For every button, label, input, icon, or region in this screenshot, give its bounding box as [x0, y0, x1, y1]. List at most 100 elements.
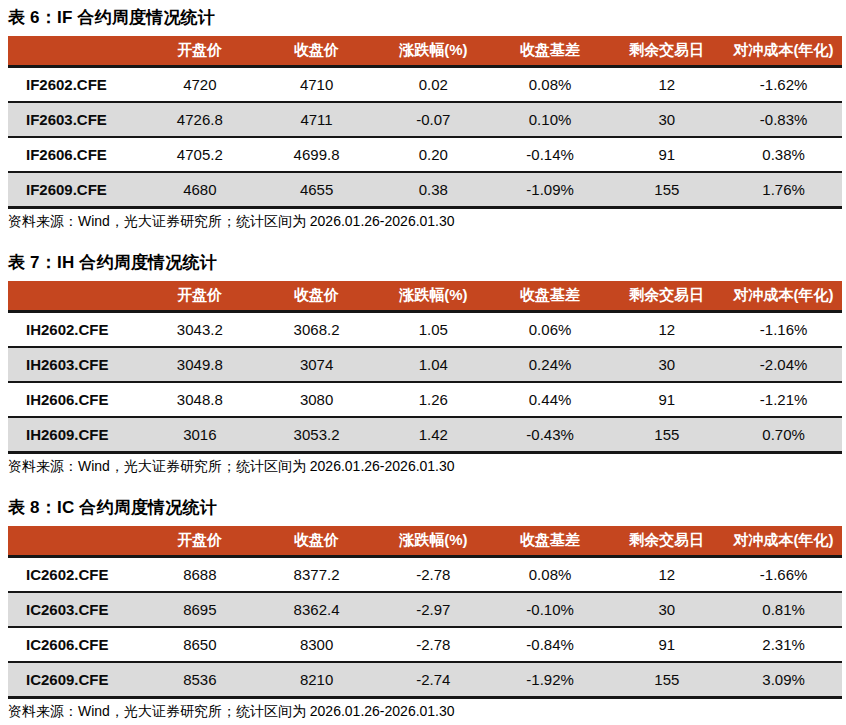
- header-cell-empty: [8, 281, 141, 312]
- value-cell: -1.62%: [725, 67, 842, 103]
- value-cell: 155: [608, 662, 725, 698]
- value-cell: 3049.8: [141, 347, 258, 382]
- header-cell-days: 剩余交易日: [608, 281, 725, 312]
- value-cell: 30: [608, 592, 725, 627]
- value-cell: 4680: [141, 172, 258, 208]
- header-row: 开盘价 收盘价 涨跌幅(%) 收盘基差 剩余交易日 对冲成本(年化): [8, 281, 842, 312]
- table-row: IC2602.CFE86888377.2-2.780.08%12-1.66%: [8, 557, 842, 593]
- header-cell-close: 收盘价: [258, 36, 375, 67]
- value-cell: -2.97: [375, 592, 492, 627]
- table-row: IC2606.CFE86508300-2.78-0.84%912.31%: [8, 627, 842, 662]
- value-cell: 0.81%: [725, 592, 842, 627]
- report-page: 表 6：IF 合约周度情况统计 开盘价 收盘价 涨跌幅(%) 收盘基差 剩余交易…: [0, 0, 846, 725]
- source-note: 资料来源：Wind，光大证券研究所；统计区间为 2026.01.26-2026.…: [8, 702, 842, 721]
- source-note: 资料来源：Wind，光大证券研究所；统计区间为 2026.01.26-2026.…: [8, 457, 842, 476]
- ic-futures-table: 开盘价 收盘价 涨跌幅(%) 收盘基差 剩余交易日 对冲成本(年化) IC260…: [8, 526, 842, 699]
- value-cell: 4710: [258, 67, 375, 103]
- value-cell: 0.70%: [725, 417, 842, 453]
- table-body: IH2602.CFE3043.23068.21.050.06%12-1.16%I…: [8, 312, 842, 453]
- source-note: 资料来源：Wind，光大证券研究所；统计区间为 2026.01.26-2026.…: [8, 212, 842, 231]
- table-row: IH2603.CFE3049.830741.040.24%30-2.04%: [8, 347, 842, 382]
- header-cell-hedge-cost: 对冲成本(年化): [725, 526, 842, 557]
- table-title: 表 7：IH 合约周度情况统计: [8, 231, 842, 274]
- table-section-ic: 表 8：IC 合约周度情况统计 开盘价 收盘价 涨跌幅(%) 收盘基差 剩余交易…: [8, 476, 842, 721]
- value-cell: 91: [608, 137, 725, 172]
- table-row: IC2603.CFE86958362.4-2.97-0.10%300.81%: [8, 592, 842, 627]
- header-cell-close: 收盘价: [258, 281, 375, 312]
- header-cell-basis: 收盘基差: [492, 36, 609, 67]
- header-cell-basis: 收盘基差: [492, 281, 609, 312]
- contract-code-cell: IF2602.CFE: [8, 67, 141, 103]
- contract-code-cell: IH2603.CFE: [8, 347, 141, 382]
- header-row: 开盘价 收盘价 涨跌幅(%) 收盘基差 剩余交易日 对冲成本(年化): [8, 526, 842, 557]
- value-cell: -0.14%: [492, 137, 609, 172]
- value-cell: 4720: [141, 67, 258, 103]
- contract-code-cell: IC2602.CFE: [8, 557, 141, 593]
- value-cell: 4726.8: [141, 102, 258, 137]
- table-row: IF2606.CFE4705.24699.80.20-0.14%910.38%: [8, 137, 842, 172]
- value-cell: 8695: [141, 592, 258, 627]
- contract-code-cell: IH2602.CFE: [8, 312, 141, 348]
- value-cell: 0.08%: [492, 67, 609, 103]
- value-cell: -1.21%: [725, 382, 842, 417]
- header-cell-close: 收盘价: [258, 526, 375, 557]
- value-cell: 3016: [141, 417, 258, 453]
- table-row: IF2603.CFE4726.84711-0.070.10%30-0.83%: [8, 102, 842, 137]
- table-row: IF2609.CFE468046550.38-1.09%1551.76%: [8, 172, 842, 208]
- contract-code-cell: IC2606.CFE: [8, 627, 141, 662]
- value-cell: 8362.4: [258, 592, 375, 627]
- contract-code-cell: IF2603.CFE: [8, 102, 141, 137]
- table-title: 表 6：IF 合约周度情况统计: [8, 3, 842, 29]
- value-cell: 0.06%: [492, 312, 609, 348]
- value-cell: -1.92%: [492, 662, 609, 698]
- value-cell: -2.78: [375, 627, 492, 662]
- contract-code-cell: IC2609.CFE: [8, 662, 141, 698]
- if-futures-table: 开盘价 收盘价 涨跌幅(%) 收盘基差 剩余交易日 对冲成本(年化) IF260…: [8, 36, 842, 209]
- header-cell-empty: [8, 526, 141, 557]
- value-cell: 0.38%: [725, 137, 842, 172]
- value-cell: 0.10%: [492, 102, 609, 137]
- value-cell: 3053.2: [258, 417, 375, 453]
- table-body: IC2602.CFE86888377.2-2.780.08%12-1.66%IC…: [8, 557, 842, 698]
- value-cell: 8377.2: [258, 557, 375, 593]
- value-cell: -1.66%: [725, 557, 842, 593]
- value-cell: 8688: [141, 557, 258, 593]
- value-cell: 91: [608, 382, 725, 417]
- value-cell: 30: [608, 102, 725, 137]
- table-row: IF2602.CFE472047100.020.08%12-1.62%: [8, 67, 842, 103]
- value-cell: 0.02: [375, 67, 492, 103]
- table-title: 表 8：IC 合约周度情况统计: [8, 476, 842, 519]
- header-cell-change: 涨跌幅(%): [375, 36, 492, 67]
- value-cell: 4699.8: [258, 137, 375, 172]
- header-cell-open: 开盘价: [141, 281, 258, 312]
- value-cell: -0.07: [375, 102, 492, 137]
- value-cell: 3068.2: [258, 312, 375, 348]
- value-cell: -1.16%: [725, 312, 842, 348]
- value-cell: 0.08%: [492, 557, 609, 593]
- table-section-if: 表 6：IF 合约周度情况统计 开盘价 收盘价 涨跌幅(%) 收盘基差 剩余交易…: [8, 3, 842, 231]
- value-cell: 8300: [258, 627, 375, 662]
- header-cell-hedge-cost: 对冲成本(年化): [725, 281, 842, 312]
- value-cell: 8650: [141, 627, 258, 662]
- value-cell: -2.78: [375, 557, 492, 593]
- value-cell: 8536: [141, 662, 258, 698]
- header-cell-hedge-cost: 对冲成本(年化): [725, 36, 842, 67]
- value-cell: -0.43%: [492, 417, 609, 453]
- value-cell: 4711: [258, 102, 375, 137]
- table-row: IH2606.CFE3048.830801.260.44%91-1.21%: [8, 382, 842, 417]
- table-row: IC2609.CFE85368210-2.74-1.92%1553.09%: [8, 662, 842, 698]
- table-section-ih: 表 7：IH 合约周度情况统计 开盘价 收盘价 涨跌幅(%) 收盘基差 剩余交易…: [8, 231, 842, 476]
- value-cell: -2.74: [375, 662, 492, 698]
- value-cell: 1.42: [375, 417, 492, 453]
- value-cell: 3.09%: [725, 662, 842, 698]
- header-cell-basis: 收盘基差: [492, 526, 609, 557]
- header-cell-empty: [8, 36, 141, 67]
- value-cell: 12: [608, 67, 725, 103]
- value-cell: -0.84%: [492, 627, 609, 662]
- header-cell-change: 涨跌幅(%): [375, 281, 492, 312]
- contract-code-cell: IH2609.CFE: [8, 417, 141, 453]
- value-cell: 3080: [258, 382, 375, 417]
- ih-futures-table: 开盘价 收盘价 涨跌幅(%) 收盘基差 剩余交易日 对冲成本(年化) IH260…: [8, 281, 842, 454]
- value-cell: 0.24%: [492, 347, 609, 382]
- value-cell: -2.04%: [725, 347, 842, 382]
